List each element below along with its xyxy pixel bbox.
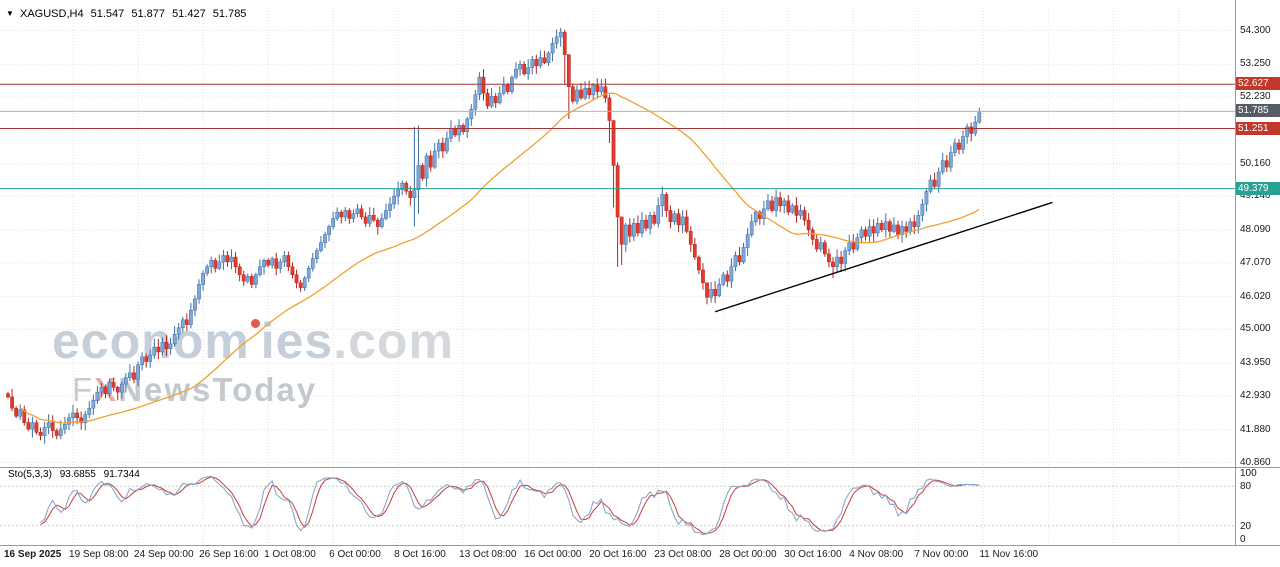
quote-low: 51.427 <box>172 8 206 20</box>
moving-average-line[interactable] <box>19 92 980 424</box>
stochastic-name: Sto(5,3,3) <box>8 469 52 480</box>
ascending-trendline[interactable] <box>714 201 1053 313</box>
quote-bar: ▼ XAGUSD,H4 51.547 51.877 51.427 51.785 <box>6 8 250 20</box>
watermark-fx-f: F <box>72 371 95 408</box>
symbol-dropdown-arrow-icon[interactable]: ▼ <box>6 9 14 18</box>
stochastic-main-value: 93.6855 <box>59 469 96 480</box>
price-levels[interactable] <box>0 83 1235 190</box>
stochastic-lines <box>40 475 980 536</box>
stochastic-main-line <box>40 475 980 536</box>
watermark-red-dot-icon <box>250 319 260 328</box>
quote-open: 51.547 <box>90 8 125 20</box>
watermark-tld: .com <box>333 313 454 369</box>
stochastic-signal-value: 91.7344 <box>103 469 140 480</box>
quote-high: 51.877 <box>131 8 165 20</box>
watermark-newstoday: NewsToday <box>118 371 318 408</box>
quote-close: 51.785 <box>212 8 247 20</box>
candlesticks <box>6 27 982 444</box>
stochastic-indicator-label: Sto(5,3,3) 93.6855 91.7344 <box>8 469 145 480</box>
watermark-brand: econom ies.com <box>52 316 454 366</box>
watermark-brand-text-b: ies <box>260 313 334 369</box>
panel-separators <box>0 0 1280 546</box>
grid-lines <box>0 8 1235 545</box>
quote-symbol-period: XAGUSD,H4 <box>19 8 84 20</box>
